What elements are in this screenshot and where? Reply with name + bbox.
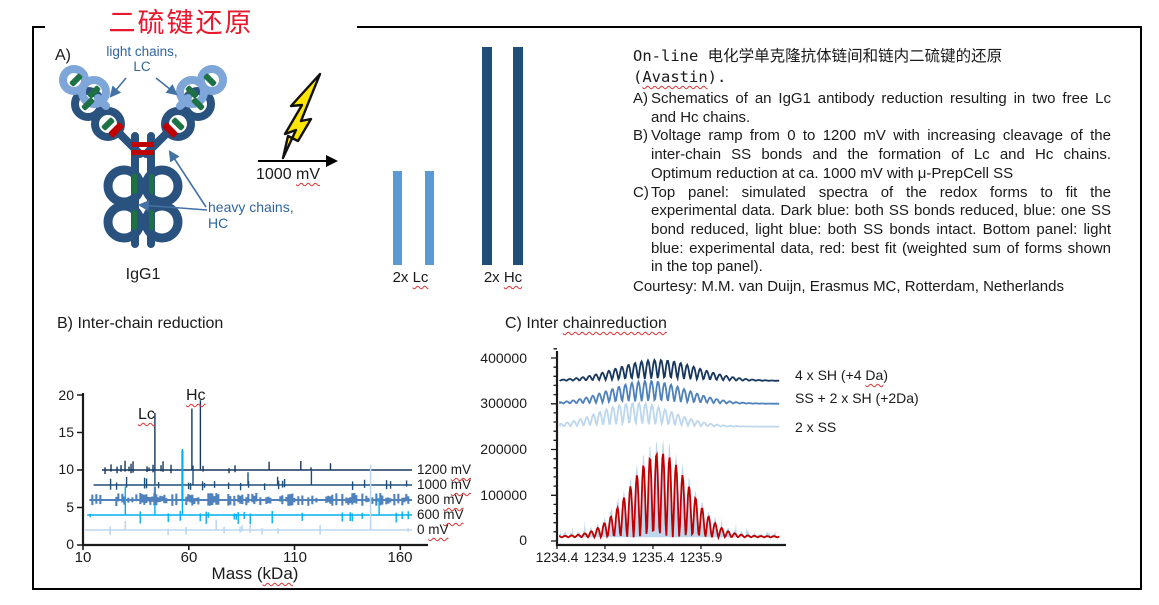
hc-arrow-lower [137, 200, 208, 212]
isotope-spectra-chart [551, 348, 786, 549]
lc-bar-2 [425, 171, 434, 265]
hc-bars-label: 2x Hc [483, 269, 523, 286]
c-xtick-1235-9: 1235.9 [679, 549, 723, 565]
b-xtick-10: 10 [74, 549, 92, 566]
c-xtick-1234-4: 1234.4 [535, 549, 579, 565]
b-ytick-15: 15 [58, 424, 74, 440]
hc-bar-2 [513, 47, 523, 265]
voltage-arrow [258, 155, 338, 167]
lc-bars-label: 2x Lc [392, 269, 429, 286]
b-xtick-60: 60 [180, 549, 198, 566]
igg1-antibody-diagram [59, 65, 227, 248]
series-label-ss-2xsh: SS + 2 x SH (+2Da) [795, 390, 919, 406]
heavy-chains-line1: heavy chains, [208, 199, 294, 215]
c-ytick-100000: 100000 [480, 487, 527, 503]
c-xtick-1234-9: 1234.9 [583, 549, 627, 565]
caption-title-line1: On-line 电化学单克隆抗体链间和链内二硫键的还原 [633, 47, 1003, 65]
caption-block: On-line 电化学单克隆抗体链间和链内二硫键的还原 (Avastin). A… [633, 46, 1111, 297]
annotation-arrows [109, 77, 208, 212]
b-xtick-160: 160 [387, 549, 413, 566]
caption-item-a-text: Schematics of an IgG1 antibody reduction… [651, 90, 1111, 126]
caption-courtesy: Courtesy: M.M. van Duijn, Erasmus MC, Ro… [633, 278, 1064, 296]
hc-peak-label: Hc [186, 387, 206, 405]
legend-1200mv: 1200 mV [417, 462, 472, 477]
b-ytick-10: 10 [58, 461, 74, 477]
lc-peak-label: Lc [138, 406, 155, 424]
arrow-head-icon [326, 155, 338, 167]
caption-item-b: B) Voltage ramp from 0 to 1200 mV with i… [633, 127, 1111, 183]
series-label-4xsh: 4 x SH (+4 Da) [795, 367, 888, 383]
lc-arrow-right [155, 77, 178, 96]
heavy-chains-label: heavy chains, HC [208, 199, 294, 231]
c-xtick-1235-4: 1235.4 [631, 549, 675, 565]
hc-peak-text: Hc [186, 387, 206, 404]
hc-arrow-upper [168, 150, 207, 208]
caption-item-a: A) Schematics of an IgG1 antibody reduct… [633, 90, 1111, 127]
legend-600mv: 600 mV [417, 507, 464, 522]
lc-bar-1 [393, 171, 402, 265]
slide-border [32, 26, 1142, 590]
hc-bar-1 [482, 47, 492, 265]
mass-spectra-chart [77, 393, 428, 550]
caption-item-b-text: Voltage ramp from 0 to 1200 mV with incr… [651, 127, 1111, 182]
c-ytick-0: 0 [519, 532, 527, 548]
inter-chain-ss-bonds [108, 122, 178, 155]
light-chains-line1: light chains, [106, 44, 178, 59]
intra-chain-ss-bonds [69, 73, 217, 230]
caption-title-cn: On-line 电化学单克隆抗体链间和链内二硫键的还原 (Avastin). [633, 46, 1111, 88]
b-xaxis-label: Mass (kDa) [211, 564, 299, 583]
panel-b-heading: B) Inter-chain reduction [57, 315, 224, 332]
c-ytick-300000: 300000 [480, 395, 527, 411]
voltage-label: 1000 mV [256, 166, 321, 183]
legend-0mv: 0 mV [417, 522, 449, 537]
b-ytick-5: 5 [66, 499, 74, 515]
lc-arrow-left [109, 77, 127, 98]
light-chains-line2: LC [133, 59, 151, 74]
caption-item-c: C) Top panel: simulated spectra of the r… [633, 184, 1111, 278]
caption-item-a-marker: A) [633, 90, 648, 107]
caption-item-b-marker: B) [633, 127, 648, 145]
slide-title: 二硫键还原 [45, 5, 357, 43]
c-ytick-200000: 200000 [480, 441, 527, 457]
series-label-2xss: 2 x SS [795, 419, 837, 435]
legend-1000mv: 1000 mV [417, 477, 472, 492]
light-chains-label: light chains, LC [92, 44, 192, 74]
igg1-label: IgG1 [125, 266, 161, 283]
b-xtick-110: 110 [283, 549, 307, 566]
caption-item-c-text: Top panel: simulated spectra of the redo… [651, 183, 1111, 276]
lc-peak-text: Lc [138, 406, 155, 423]
legend-800mv: 800 mV [417, 492, 464, 507]
caption-title-line2: (Avastin). [633, 68, 727, 86]
lightning-bolt-icon [281, 72, 322, 160]
heavy-chains-line2: HC [208, 215, 229, 231]
panel-a-label: A) [55, 47, 71, 64]
b-ytick-20: 20 [58, 387, 74, 403]
c-ytick-400000: 400000 [480, 350, 527, 366]
b-ytick-0: 0 [66, 536, 74, 552]
panel-c-heading: C) Inter chainreduction [505, 315, 667, 332]
caption-item-c-marker: C) [633, 183, 649, 201]
